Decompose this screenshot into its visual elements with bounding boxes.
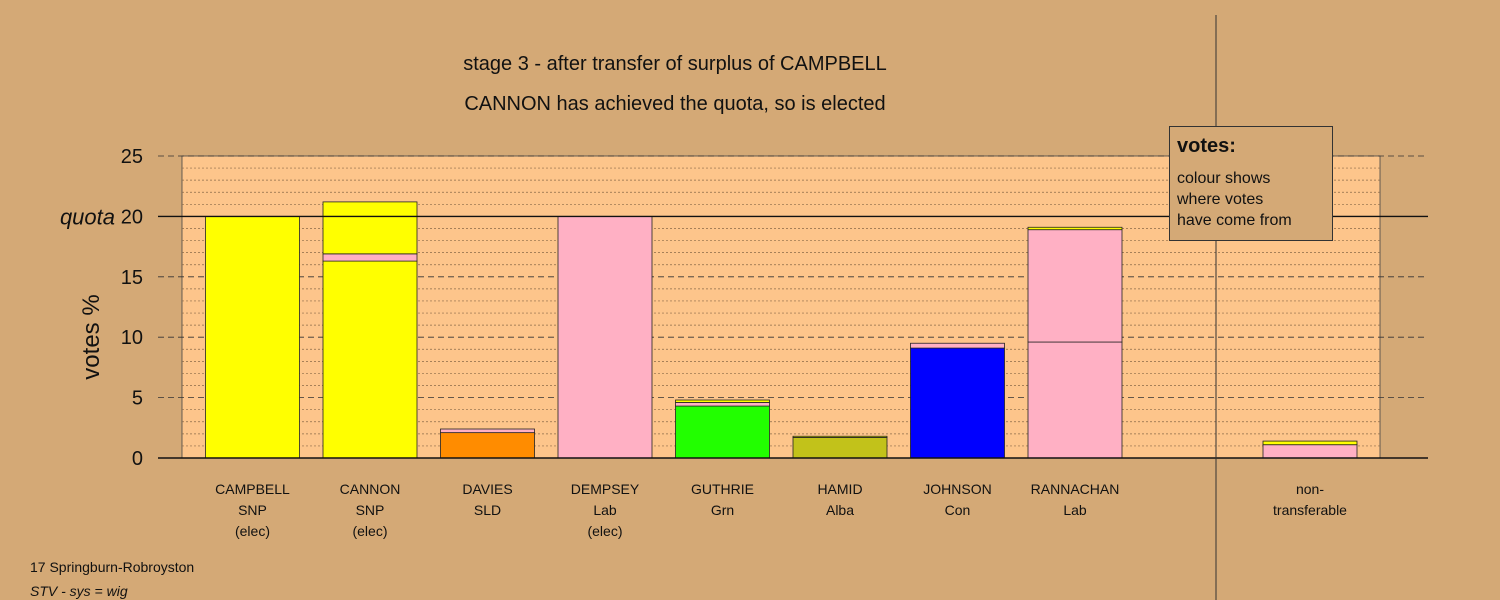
y-tick-label: 10 bbox=[121, 327, 143, 349]
category-label: non- bbox=[1296, 481, 1324, 497]
category-label: (elec) bbox=[587, 523, 622, 539]
bar-segment bbox=[792, 435, 888, 438]
bar-segment bbox=[440, 428, 535, 434]
legend-text: colour shows where votes have come from bbox=[1177, 170, 1292, 229]
bar-segment bbox=[910, 342, 1005, 349]
category-label: DEMPSEY bbox=[571, 481, 640, 497]
y-tick-label: 25 bbox=[121, 146, 143, 168]
legend: votes: colour shows where votes have com… bbox=[1169, 126, 1333, 241]
y-tick-label: 20 bbox=[121, 206, 143, 228]
category-label: (elec) bbox=[352, 523, 387, 539]
bar-segment bbox=[440, 432, 535, 459]
category-label: CAMPBELL bbox=[215, 481, 290, 497]
bar-segment bbox=[675, 405, 770, 459]
chart-subtitle: CANNON has achieved the quota, so is ele… bbox=[464, 93, 886, 115]
category-label: Grn bbox=[711, 502, 734, 518]
category-label: DAVIES bbox=[462, 481, 512, 497]
bar-rannachan bbox=[1027, 226, 1123, 459]
bar-segment bbox=[910, 347, 1005, 459]
chart-title: stage 3 - after transfer of surplus of C… bbox=[463, 53, 887, 75]
category-label: Lab bbox=[1063, 502, 1087, 518]
category-label: Alba bbox=[826, 502, 854, 518]
bar-segment bbox=[322, 253, 418, 262]
y-tick-label: 0 bbox=[132, 448, 143, 470]
bar-segment bbox=[1027, 341, 1123, 459]
bar-segment bbox=[1027, 229, 1123, 343]
bar-campbell bbox=[205, 215, 300, 459]
category-label: GUTHRIE bbox=[691, 481, 754, 497]
quota-label: quota bbox=[60, 204, 115, 229]
bar-hamid bbox=[792, 435, 888, 459]
category-label: SNP bbox=[238, 502, 267, 518]
bar-segment bbox=[322, 201, 418, 255]
bar-davies bbox=[440, 428, 535, 459]
category-label: Con bbox=[945, 502, 971, 518]
y-tick-label: 5 bbox=[132, 388, 143, 410]
bar-segment bbox=[1262, 440, 1358, 446]
bar-segment bbox=[675, 399, 770, 403]
bar-segment bbox=[322, 260, 418, 459]
bar-segment bbox=[1027, 226, 1123, 231]
bar-cannon bbox=[322, 201, 418, 459]
category-label: transferable bbox=[1273, 502, 1347, 518]
bar-segment bbox=[792, 437, 888, 459]
category-label: JOHNSON bbox=[923, 481, 991, 497]
category-label: Lab bbox=[593, 502, 617, 518]
constituency-label: 17 Springburn-Robroyston bbox=[30, 559, 195, 575]
category-label: SNP bbox=[356, 502, 385, 518]
y-tick-label: 15 bbox=[121, 267, 143, 289]
bar-guthrie bbox=[675, 399, 770, 459]
bar-johnson bbox=[910, 342, 1005, 459]
system-label: STV - sys = wig bbox=[30, 583, 128, 599]
legend-title: votes: bbox=[1177, 135, 1236, 157]
bar-segment bbox=[1262, 444, 1358, 459]
category-label: SLD bbox=[474, 502, 501, 518]
category-label: HAMID bbox=[817, 481, 862, 497]
bar-non bbox=[1262, 440, 1358, 459]
bar-dempsey bbox=[557, 215, 653, 459]
bar-segment bbox=[205, 215, 300, 459]
bar-segment bbox=[557, 215, 653, 459]
category-label: RANNACHAN bbox=[1031, 481, 1120, 497]
bar-segment bbox=[675, 402, 770, 407]
y-axis-label: votes % bbox=[78, 294, 105, 379]
category-label: (elec) bbox=[235, 523, 270, 539]
category-label: CANNON bbox=[340, 481, 401, 497]
